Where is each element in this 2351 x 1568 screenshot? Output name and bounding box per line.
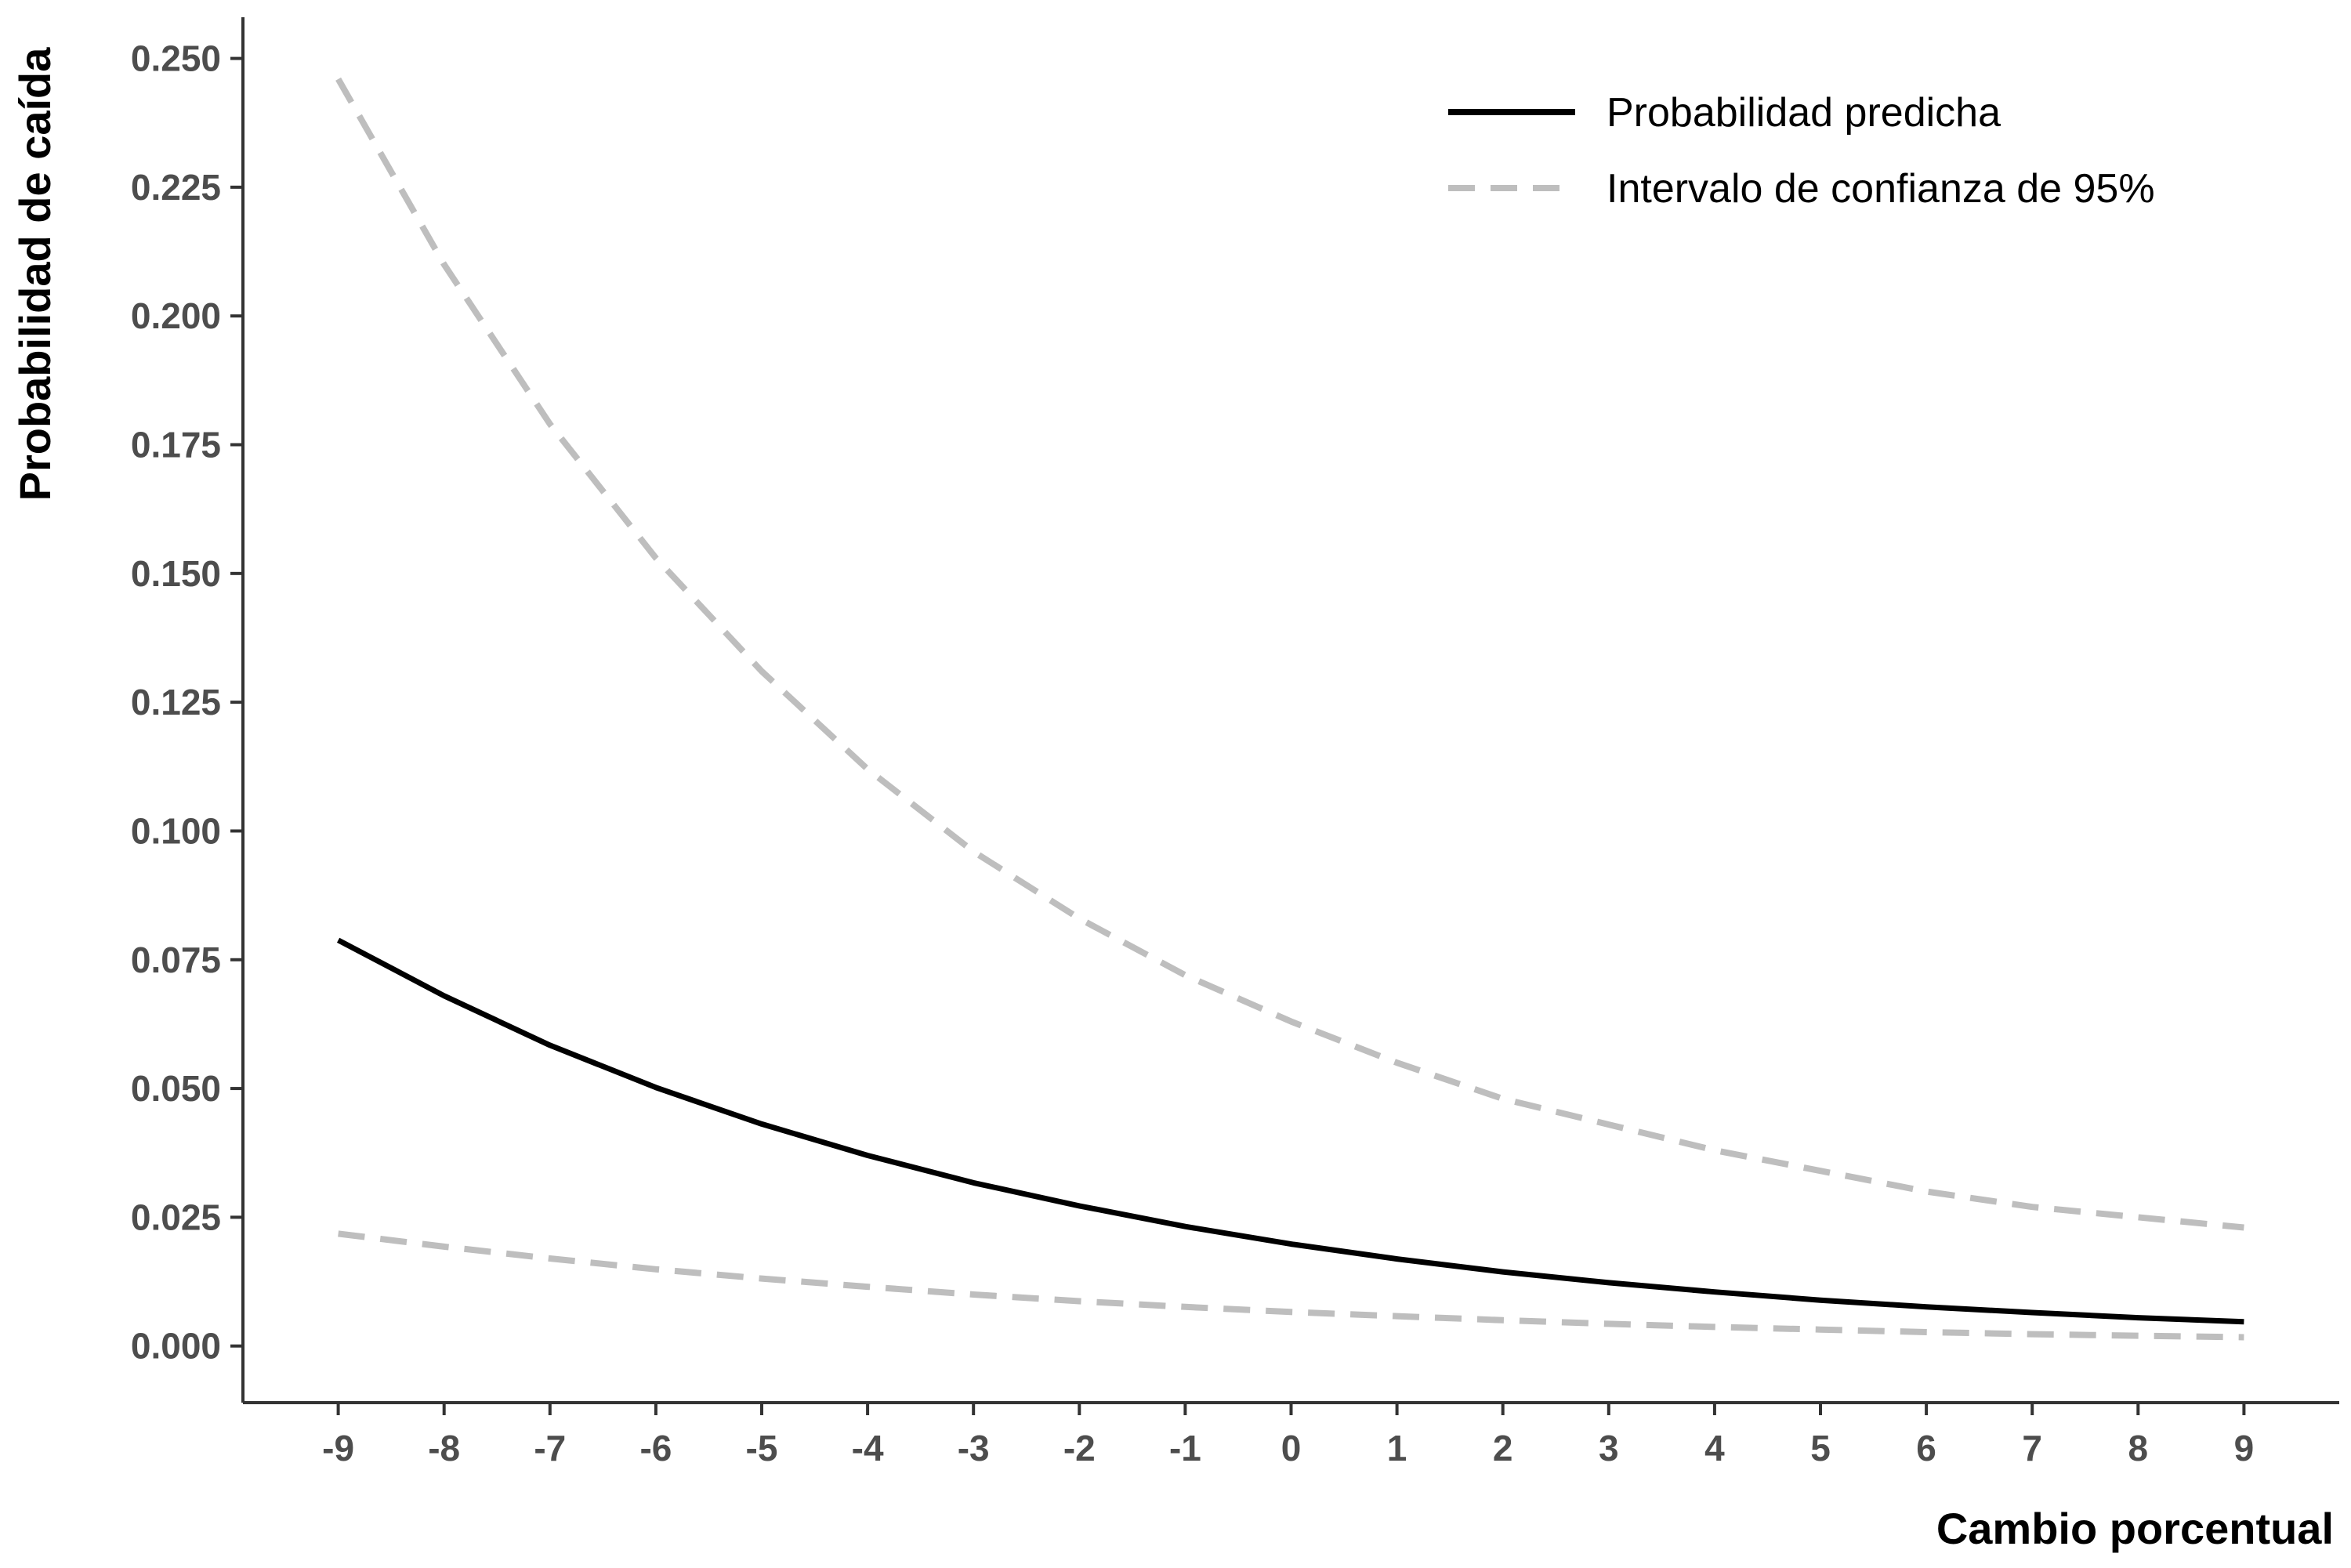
series-line-ci-lower bbox=[338, 1230, 2244, 1341]
x-tick-label: -4 bbox=[852, 1428, 884, 1468]
y-tick-label: 0.000 bbox=[131, 1326, 221, 1367]
x-tick-label: -8 bbox=[428, 1428, 460, 1468]
y-tick-label: 0.150 bbox=[131, 553, 221, 594]
x-axis-ticks: -9 -8 -7 -6 -5 -4 -3 -2 -1 0 1 2 3 4 5 6 7 8 9 bbox=[322, 1403, 2254, 1468]
series-line-predicted bbox=[336, 937, 2244, 1325]
x-axis-title: Cambio porcentual bbox=[1936, 1504, 2334, 1553]
y-axis-title: Probabilidad de caída bbox=[10, 47, 60, 502]
x-tick-label: 8 bbox=[2128, 1428, 2149, 1468]
x-tick-label: 4 bbox=[1704, 1428, 1725, 1468]
x-tick-label: 2 bbox=[1493, 1428, 1513, 1468]
x-tick-label: -3 bbox=[958, 1428, 990, 1468]
y-tick-label: 0.250 bbox=[131, 38, 221, 79]
y-tick-label: 0.100 bbox=[131, 810, 221, 851]
y-tick-label: 0.225 bbox=[131, 167, 221, 208]
x-tick-label: -1 bbox=[1169, 1428, 1201, 1468]
x-tick-label: -7 bbox=[534, 1428, 566, 1468]
x-tick-label: -9 bbox=[322, 1428, 354, 1468]
x-tick-label: 0 bbox=[1281, 1428, 1302, 1468]
y-tick-label: 0.175 bbox=[131, 425, 221, 465]
y-tick-label: 0.075 bbox=[131, 940, 221, 980]
x-tick-label: 5 bbox=[1810, 1428, 1831, 1468]
legend-label-confidence: Intervalo de confianza de 95% bbox=[1607, 166, 2155, 212]
legend: Probabilidad predicha Intervalo de confi… bbox=[1448, 90, 2155, 212]
x-tick-label: -2 bbox=[1063, 1428, 1096, 1468]
y-tick-label: 0.050 bbox=[131, 1068, 221, 1109]
y-tick-label: 0.025 bbox=[131, 1197, 221, 1237]
x-tick-label: -6 bbox=[639, 1428, 672, 1468]
x-tick-label: 6 bbox=[1916, 1428, 1936, 1468]
y-axis-ticks: 0.000 0.025 0.050 0.075 0.100 0.125 0.150 0.175… bbox=[131, 38, 243, 1367]
x-tick-label: 1 bbox=[1387, 1428, 1407, 1468]
series-layer bbox=[335, 77, 2244, 1341]
legend-label-predicted: Probabilidad predicha bbox=[1607, 90, 2001, 136]
series-line-ci-upper bbox=[335, 77, 2244, 1231]
y-tick-label: 0.200 bbox=[131, 295, 221, 336]
y-tick-label: 0.125 bbox=[131, 682, 221, 722]
x-tick-label: 7 bbox=[2022, 1428, 2042, 1468]
x-tick-label: -5 bbox=[746, 1428, 778, 1468]
x-tick-label: 9 bbox=[2234, 1428, 2255, 1468]
x-tick-label: 3 bbox=[1599, 1428, 1619, 1468]
